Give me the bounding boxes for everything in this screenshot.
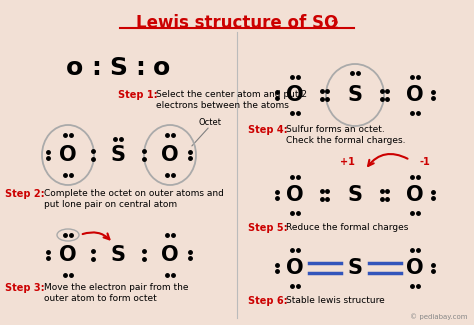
Text: Step 4:: Step 4:	[248, 125, 288, 135]
Text: © pediabay.com: © pediabay.com	[410, 313, 468, 320]
Text: O: O	[406, 258, 424, 278]
Text: Complete the octet on outer atoms and: Complete the octet on outer atoms and	[44, 189, 224, 198]
Text: put lone pair on central atom: put lone pair on central atom	[44, 200, 177, 209]
Text: O: O	[406, 85, 424, 105]
Text: S: S	[347, 258, 363, 278]
Text: Step 3:: Step 3:	[5, 283, 45, 293]
Text: O: O	[59, 145, 77, 165]
Text: Step 1:: Step 1:	[118, 90, 158, 100]
Text: Step 5:: Step 5:	[248, 223, 288, 233]
Text: Octet: Octet	[199, 118, 221, 127]
Text: Step 6:: Step 6:	[248, 296, 288, 306]
Text: Reduce the formal charges: Reduce the formal charges	[286, 223, 409, 232]
Text: :: :	[91, 56, 101, 80]
Text: Stable lewis structure: Stable lewis structure	[286, 296, 385, 305]
Text: Step 2:: Step 2:	[5, 189, 45, 199]
Text: outer atom to form octet: outer atom to form octet	[44, 294, 157, 303]
Text: Lewis structure of SO: Lewis structure of SO	[136, 14, 338, 32]
Text: O: O	[161, 245, 179, 265]
Text: S: S	[347, 85, 363, 105]
Text: Move the electron pair from the: Move the electron pair from the	[44, 283, 189, 292]
Text: S: S	[109, 56, 127, 80]
Text: O: O	[286, 258, 304, 278]
Text: o: o	[154, 56, 171, 80]
Text: S: S	[110, 245, 126, 265]
Text: :: :	[135, 56, 145, 80]
Text: O: O	[286, 185, 304, 205]
Text: S: S	[347, 185, 363, 205]
Text: O: O	[161, 145, 179, 165]
Text: O: O	[59, 245, 77, 265]
Text: 2: 2	[330, 20, 338, 30]
Text: o: o	[66, 56, 83, 80]
Text: S: S	[110, 145, 126, 165]
Text: electrons between the atoms: electrons between the atoms	[156, 101, 289, 110]
Text: -1: -1	[419, 157, 430, 167]
Text: +1: +1	[339, 157, 355, 167]
Text: O: O	[286, 85, 304, 105]
Text: O: O	[406, 185, 424, 205]
Text: Sulfur forms an octet.: Sulfur forms an octet.	[286, 125, 385, 134]
Text: Check the formal charges.: Check the formal charges.	[286, 136, 405, 145]
Text: Select the center atom and put 2: Select the center atom and put 2	[156, 90, 307, 99]
